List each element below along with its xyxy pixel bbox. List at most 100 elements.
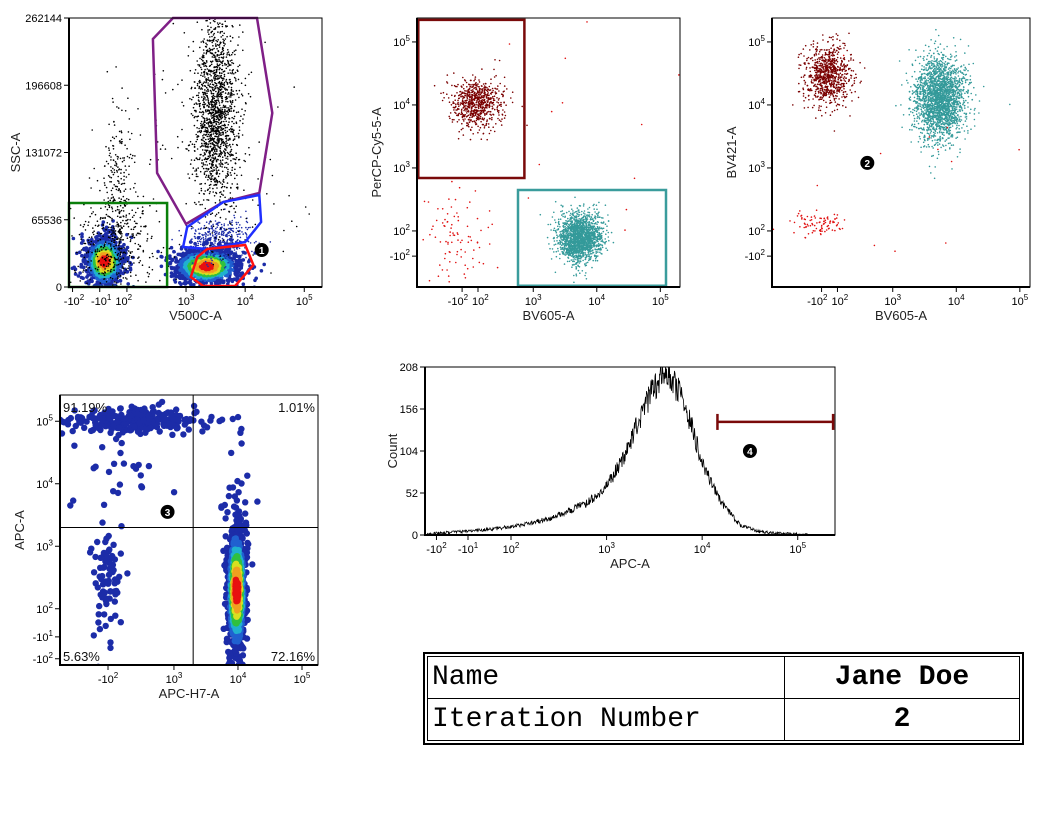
event-dot xyxy=(99,282,102,284)
event-dot xyxy=(127,131,130,133)
event-dot xyxy=(212,243,215,246)
event-dot xyxy=(164,148,167,150)
event-dot xyxy=(104,243,106,245)
event-dot xyxy=(205,51,208,54)
event-dot xyxy=(78,250,82,255)
y-tick-label: 196608 xyxy=(25,80,62,92)
event-dot xyxy=(142,195,145,198)
event-dot xyxy=(221,166,223,168)
event-dot xyxy=(110,240,113,242)
event-dot xyxy=(114,164,116,167)
event-dot xyxy=(118,211,121,214)
event-dot xyxy=(211,124,214,126)
event-dot xyxy=(226,107,228,109)
event-dot xyxy=(226,83,229,85)
event-dot xyxy=(230,234,233,236)
event-dot xyxy=(269,241,272,243)
event-dot xyxy=(222,239,225,241)
event-dot xyxy=(221,101,223,104)
event-dot xyxy=(116,290,120,294)
event-dot xyxy=(208,140,211,143)
event-dot xyxy=(213,71,216,74)
event-dot xyxy=(242,31,244,33)
event-dot xyxy=(469,128,472,131)
event-dot xyxy=(209,64,212,67)
event-dot xyxy=(73,269,76,272)
event-dot xyxy=(195,245,197,248)
event-dot xyxy=(225,78,228,81)
event-dot xyxy=(250,71,253,74)
event-dot xyxy=(225,249,227,251)
event-dot xyxy=(137,108,139,110)
event-dot xyxy=(209,166,212,169)
event-dot xyxy=(231,259,233,262)
event-dot xyxy=(217,114,220,116)
event-dot xyxy=(233,252,235,254)
event-dot xyxy=(199,243,202,246)
event-dot xyxy=(211,79,214,82)
event-dot xyxy=(232,143,234,146)
event-dot xyxy=(107,215,109,217)
event-dot xyxy=(217,99,219,102)
event-dot xyxy=(190,113,193,115)
event-dot xyxy=(207,242,209,245)
event-dot xyxy=(200,68,203,71)
event-dot xyxy=(308,213,311,215)
event-dot xyxy=(216,249,219,251)
event-dot xyxy=(209,36,211,38)
event-dot xyxy=(433,84,436,87)
event-dot xyxy=(214,115,216,118)
event-dot xyxy=(211,139,213,141)
event-dot xyxy=(211,175,214,177)
event-dot xyxy=(496,105,499,107)
event-dot xyxy=(122,219,124,222)
event-dot xyxy=(215,90,217,93)
event-dot xyxy=(228,117,231,120)
event-dot xyxy=(214,95,216,98)
event-dot xyxy=(225,134,227,137)
event-dot xyxy=(205,99,207,101)
event-dot xyxy=(208,47,211,50)
event-dot xyxy=(216,127,219,130)
event-dot xyxy=(178,281,182,285)
event-dot xyxy=(230,186,232,189)
event-dot xyxy=(469,114,472,117)
event-dot xyxy=(172,22,175,25)
event-dot xyxy=(111,136,114,138)
event-dot xyxy=(218,163,221,165)
event-dot xyxy=(199,170,202,173)
event-dot xyxy=(225,137,227,140)
event-dot xyxy=(216,94,218,96)
event-dot xyxy=(169,245,174,250)
event-dot xyxy=(472,74,474,76)
event-dot xyxy=(214,135,216,138)
event-dot xyxy=(242,233,244,235)
event-dot xyxy=(214,55,216,57)
event-dot xyxy=(219,196,222,198)
event-dot xyxy=(237,70,239,72)
event-dot xyxy=(295,225,298,228)
event-dot xyxy=(192,114,194,117)
event-dot xyxy=(245,102,247,105)
event-dot xyxy=(217,224,219,227)
event-dot xyxy=(103,182,106,184)
event-dot xyxy=(234,53,236,56)
event-dot xyxy=(129,236,131,238)
event-dot xyxy=(111,210,114,213)
event-dot xyxy=(209,145,212,148)
event-dot xyxy=(209,79,212,82)
event-dot xyxy=(209,159,212,162)
event-dot xyxy=(146,238,149,240)
event-dot xyxy=(205,79,207,81)
event-dot xyxy=(207,88,209,91)
event-dot xyxy=(248,73,250,76)
event-dot xyxy=(222,150,225,152)
event-dot xyxy=(211,56,214,58)
event-dot xyxy=(128,266,133,270)
event-dot xyxy=(218,244,221,246)
event-dot xyxy=(221,114,223,117)
event-dot xyxy=(109,276,112,279)
event-dot xyxy=(207,265,209,268)
event-dot xyxy=(282,250,285,253)
event-dot xyxy=(207,155,210,158)
